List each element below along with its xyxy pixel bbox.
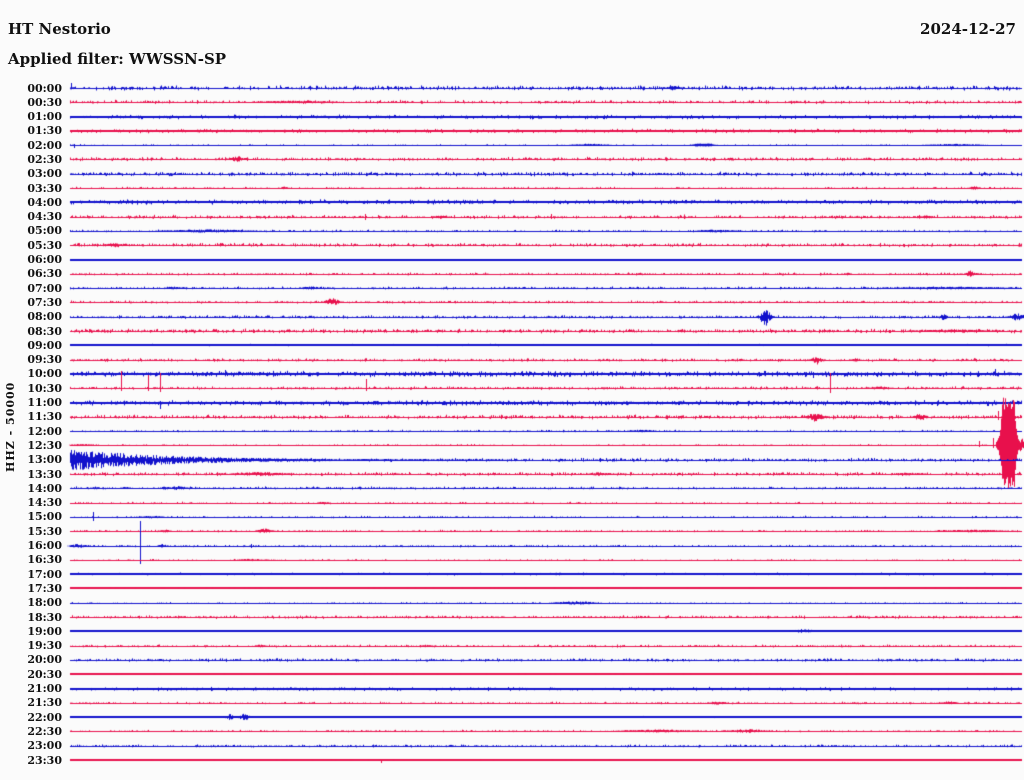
time-label: 12:00 [27,424,62,438]
time-label: 15:30 [27,524,62,538]
time-label: 13:30 [27,467,62,481]
time-label: 15:00 [27,510,62,524]
time-label: 05:00 [27,224,62,238]
time-label: 17:30 [27,581,62,595]
time-label: 16:00 [27,539,62,553]
time-label: 21:30 [27,696,62,710]
time-label: 11:00 [27,396,62,410]
time-label: 06:00 [27,253,62,267]
time-label: 02:00 [27,138,62,152]
time-label: 23:30 [27,753,62,767]
time-label: 10:00 [27,367,62,381]
time-label: 07:30 [27,295,62,309]
time-label: 01:30 [27,124,62,138]
time-label: 14:00 [27,481,62,495]
time-label: 13:00 [27,453,62,467]
time-label: 12:30 [27,438,62,452]
time-label: 17:00 [27,567,62,581]
time-label: 18:30 [27,610,62,624]
time-label: 06:30 [27,267,62,281]
time-label: 10:30 [27,381,62,395]
time-label: 09:00 [27,338,62,352]
time-label: 07:00 [27,281,62,295]
time-label: 08:30 [27,324,62,338]
time-label: 04:30 [27,210,62,224]
time-label: 11:30 [27,410,62,424]
time-label: 16:30 [27,553,62,567]
time-label: 02:30 [27,152,62,166]
time-label: 14:30 [27,496,62,510]
time-label: 20:00 [27,653,62,667]
time-label: 00:30 [27,95,62,109]
time-label: 04:00 [27,195,62,209]
time-label: 01:00 [27,110,62,124]
time-label: 19:30 [27,639,62,653]
time-label: 20:30 [27,667,62,681]
time-label: 08:00 [27,310,62,324]
time-label: 19:00 [27,624,62,638]
time-label: 22:00 [27,710,62,724]
time-label: 05:30 [27,238,62,252]
time-label: 03:30 [27,181,62,195]
time-label: 22:30 [27,724,62,738]
time-label: 09:30 [27,353,62,367]
time-label: 18:00 [27,596,62,610]
time-label: 00:00 [27,81,62,95]
time-label: 23:00 [27,739,62,753]
time-label: 03:00 [27,167,62,181]
time-label: 21:00 [27,682,62,696]
